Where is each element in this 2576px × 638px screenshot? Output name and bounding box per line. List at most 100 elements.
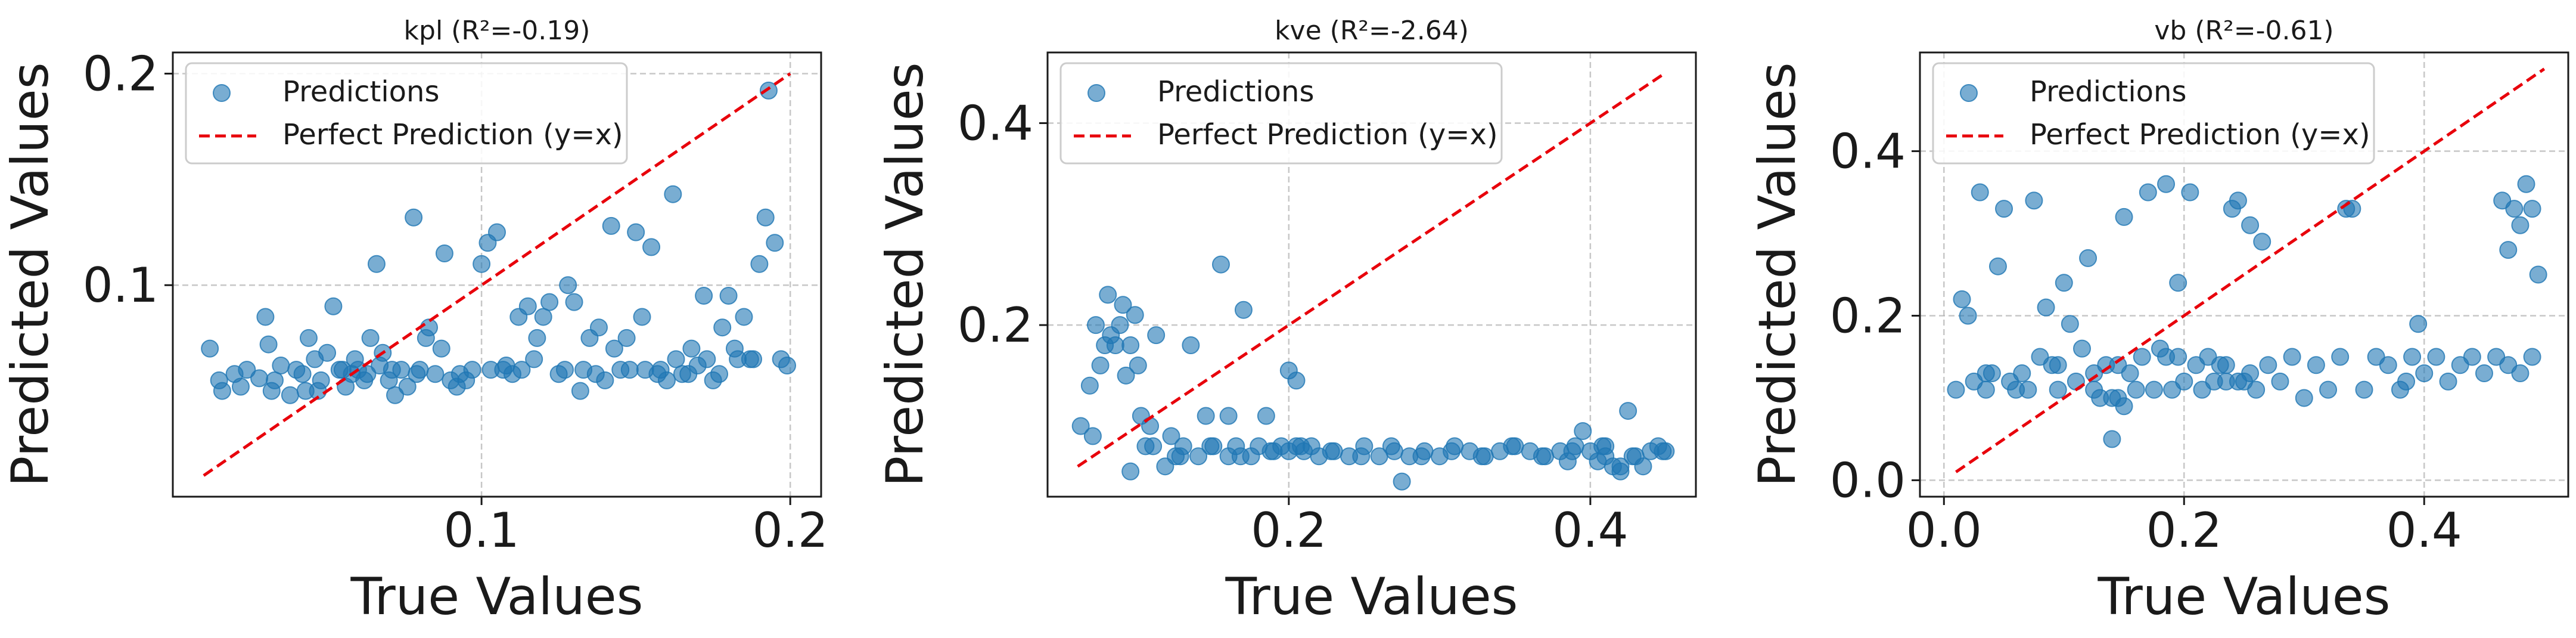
- scatter-point: [1977, 364, 1995, 383]
- y-tick-label: 0.0: [1830, 453, 1906, 508]
- scatter-point: [620, 361, 639, 379]
- scatter-point: [1189, 447, 1208, 466]
- scatter-point: [559, 276, 577, 295]
- scatter-point: [1144, 437, 1163, 456]
- scatter-point: [2505, 200, 2524, 218]
- scatter-point: [605, 339, 623, 358]
- scatter-point: [383, 361, 401, 379]
- scatter-point: [1352, 447, 1371, 466]
- scatter-point: [2217, 356, 2235, 374]
- legend-label-predictions: Predictions: [282, 75, 439, 109]
- chart-title: kve (R²=-2.64): [1275, 16, 1469, 46]
- scatter-point: [1162, 427, 1180, 445]
- scatter-point: [281, 386, 299, 404]
- scatter-point: [719, 286, 738, 305]
- scatter-point: [1261, 442, 1280, 460]
- scatter-point: [272, 357, 290, 375]
- scatter-point: [2331, 348, 2350, 366]
- scatter-point: [2115, 397, 2133, 416]
- scatter-point: [1114, 296, 1132, 314]
- scatter-point: [333, 361, 352, 379]
- scatter-point: [358, 365, 377, 383]
- scatter-point: [1977, 380, 1995, 399]
- scatter-point: [528, 329, 546, 347]
- scatter-point: [633, 308, 651, 326]
- chart-title: kpl (R²=-0.19): [404, 16, 591, 46]
- scatter-point: [1947, 380, 1965, 399]
- scatter-point: [2115, 207, 2133, 226]
- scatter-point: [494, 361, 512, 379]
- perfect-prediction-line: [1955, 67, 2546, 473]
- perfect-prediction-line: [1077, 71, 1667, 468]
- scatter-point: [2049, 380, 2067, 399]
- scatter-point: [2061, 315, 2079, 333]
- scatter-point: [1106, 336, 1124, 355]
- scatter-point: [2409, 315, 2428, 333]
- scatter-point: [679, 365, 698, 383]
- scatter-point: [1654, 442, 1672, 460]
- scatter-point: [361, 329, 380, 347]
- scatter-point: [1988, 257, 2007, 275]
- legend-marker-predictions: [1087, 84, 1105, 102]
- y-tick-label: 0.4: [958, 96, 1033, 151]
- scatter-point: [386, 386, 405, 404]
- y-tick-label: 0.2: [958, 298, 1033, 353]
- scatter-point: [2517, 175, 2535, 193]
- plot-frame: [1046, 51, 1697, 498]
- scatter-point: [2085, 364, 2103, 383]
- plot-frame: [172, 51, 822, 498]
- scatter-point: [213, 382, 231, 400]
- scatter-point: [1623, 447, 1642, 466]
- y-axis-label: Predicted Values: [875, 62, 935, 487]
- x-axis-label: True Values: [1225, 567, 1518, 627]
- scatter-point: [2169, 274, 2187, 292]
- scatter-point: [1443, 442, 1461, 460]
- scatter-point: [1197, 407, 1215, 425]
- scatter-point: [2145, 380, 2163, 399]
- scatter-point: [2055, 274, 2073, 292]
- y-axis-label: Predicted Values: [1, 62, 60, 487]
- scatter-point: [2529, 265, 2547, 284]
- scatter-point: [238, 361, 256, 379]
- scatter-point: [293, 365, 312, 383]
- scatter-point: [1503, 437, 1521, 456]
- scatter-point: [2253, 233, 2272, 251]
- scatter-point: [2013, 364, 2031, 383]
- scatter-point: [398, 377, 417, 396]
- scatter-point: [231, 377, 250, 396]
- scatter-point: [1412, 447, 1431, 466]
- scatter-point: [667, 350, 685, 368]
- scatter-point: [1182, 336, 1200, 355]
- scatter-point: [1971, 183, 1989, 202]
- scatter-point: [259, 335, 278, 354]
- scatter-point: [1117, 366, 1135, 385]
- scatter-point: [698, 350, 716, 368]
- scatter-point: [648, 365, 667, 383]
- scatter-point: [2049, 356, 2067, 374]
- scatter-point: [1171, 447, 1189, 466]
- scatter-point: [1211, 255, 1230, 274]
- y-tick-label: 0.4: [1830, 124, 1906, 179]
- scatter-point: [713, 318, 732, 337]
- scatter-point: [2271, 372, 2289, 391]
- scatter-point: [2307, 356, 2325, 374]
- scatter-point: [750, 255, 769, 273]
- scatter-point: [408, 365, 426, 383]
- scatter-point: [2139, 183, 2157, 202]
- scatter-point: [1596, 447, 1615, 466]
- scatter-point: [1619, 402, 1637, 420]
- scatter-point: [664, 185, 682, 203]
- x-tick-label: 0.2: [2146, 503, 2222, 558]
- scatter-point: [574, 361, 593, 379]
- scatter-point: [2523, 200, 2541, 218]
- scatter-point: [1121, 336, 1140, 355]
- scatter-point: [1147, 326, 1166, 345]
- scatter-point: [2463, 348, 2481, 366]
- chart-panel: kpl (R²=-0.19) 0.1 0.2 0.1 0.2 True Values Pre…: [1, 16, 828, 627]
- scatter-point: [2175, 372, 2193, 391]
- scatter-point: [450, 365, 469, 383]
- scatter-point: [426, 365, 445, 383]
- scatter-point: [1287, 371, 1306, 390]
- scatter-point: [1083, 427, 1102, 445]
- scatter-point: [2103, 430, 2121, 448]
